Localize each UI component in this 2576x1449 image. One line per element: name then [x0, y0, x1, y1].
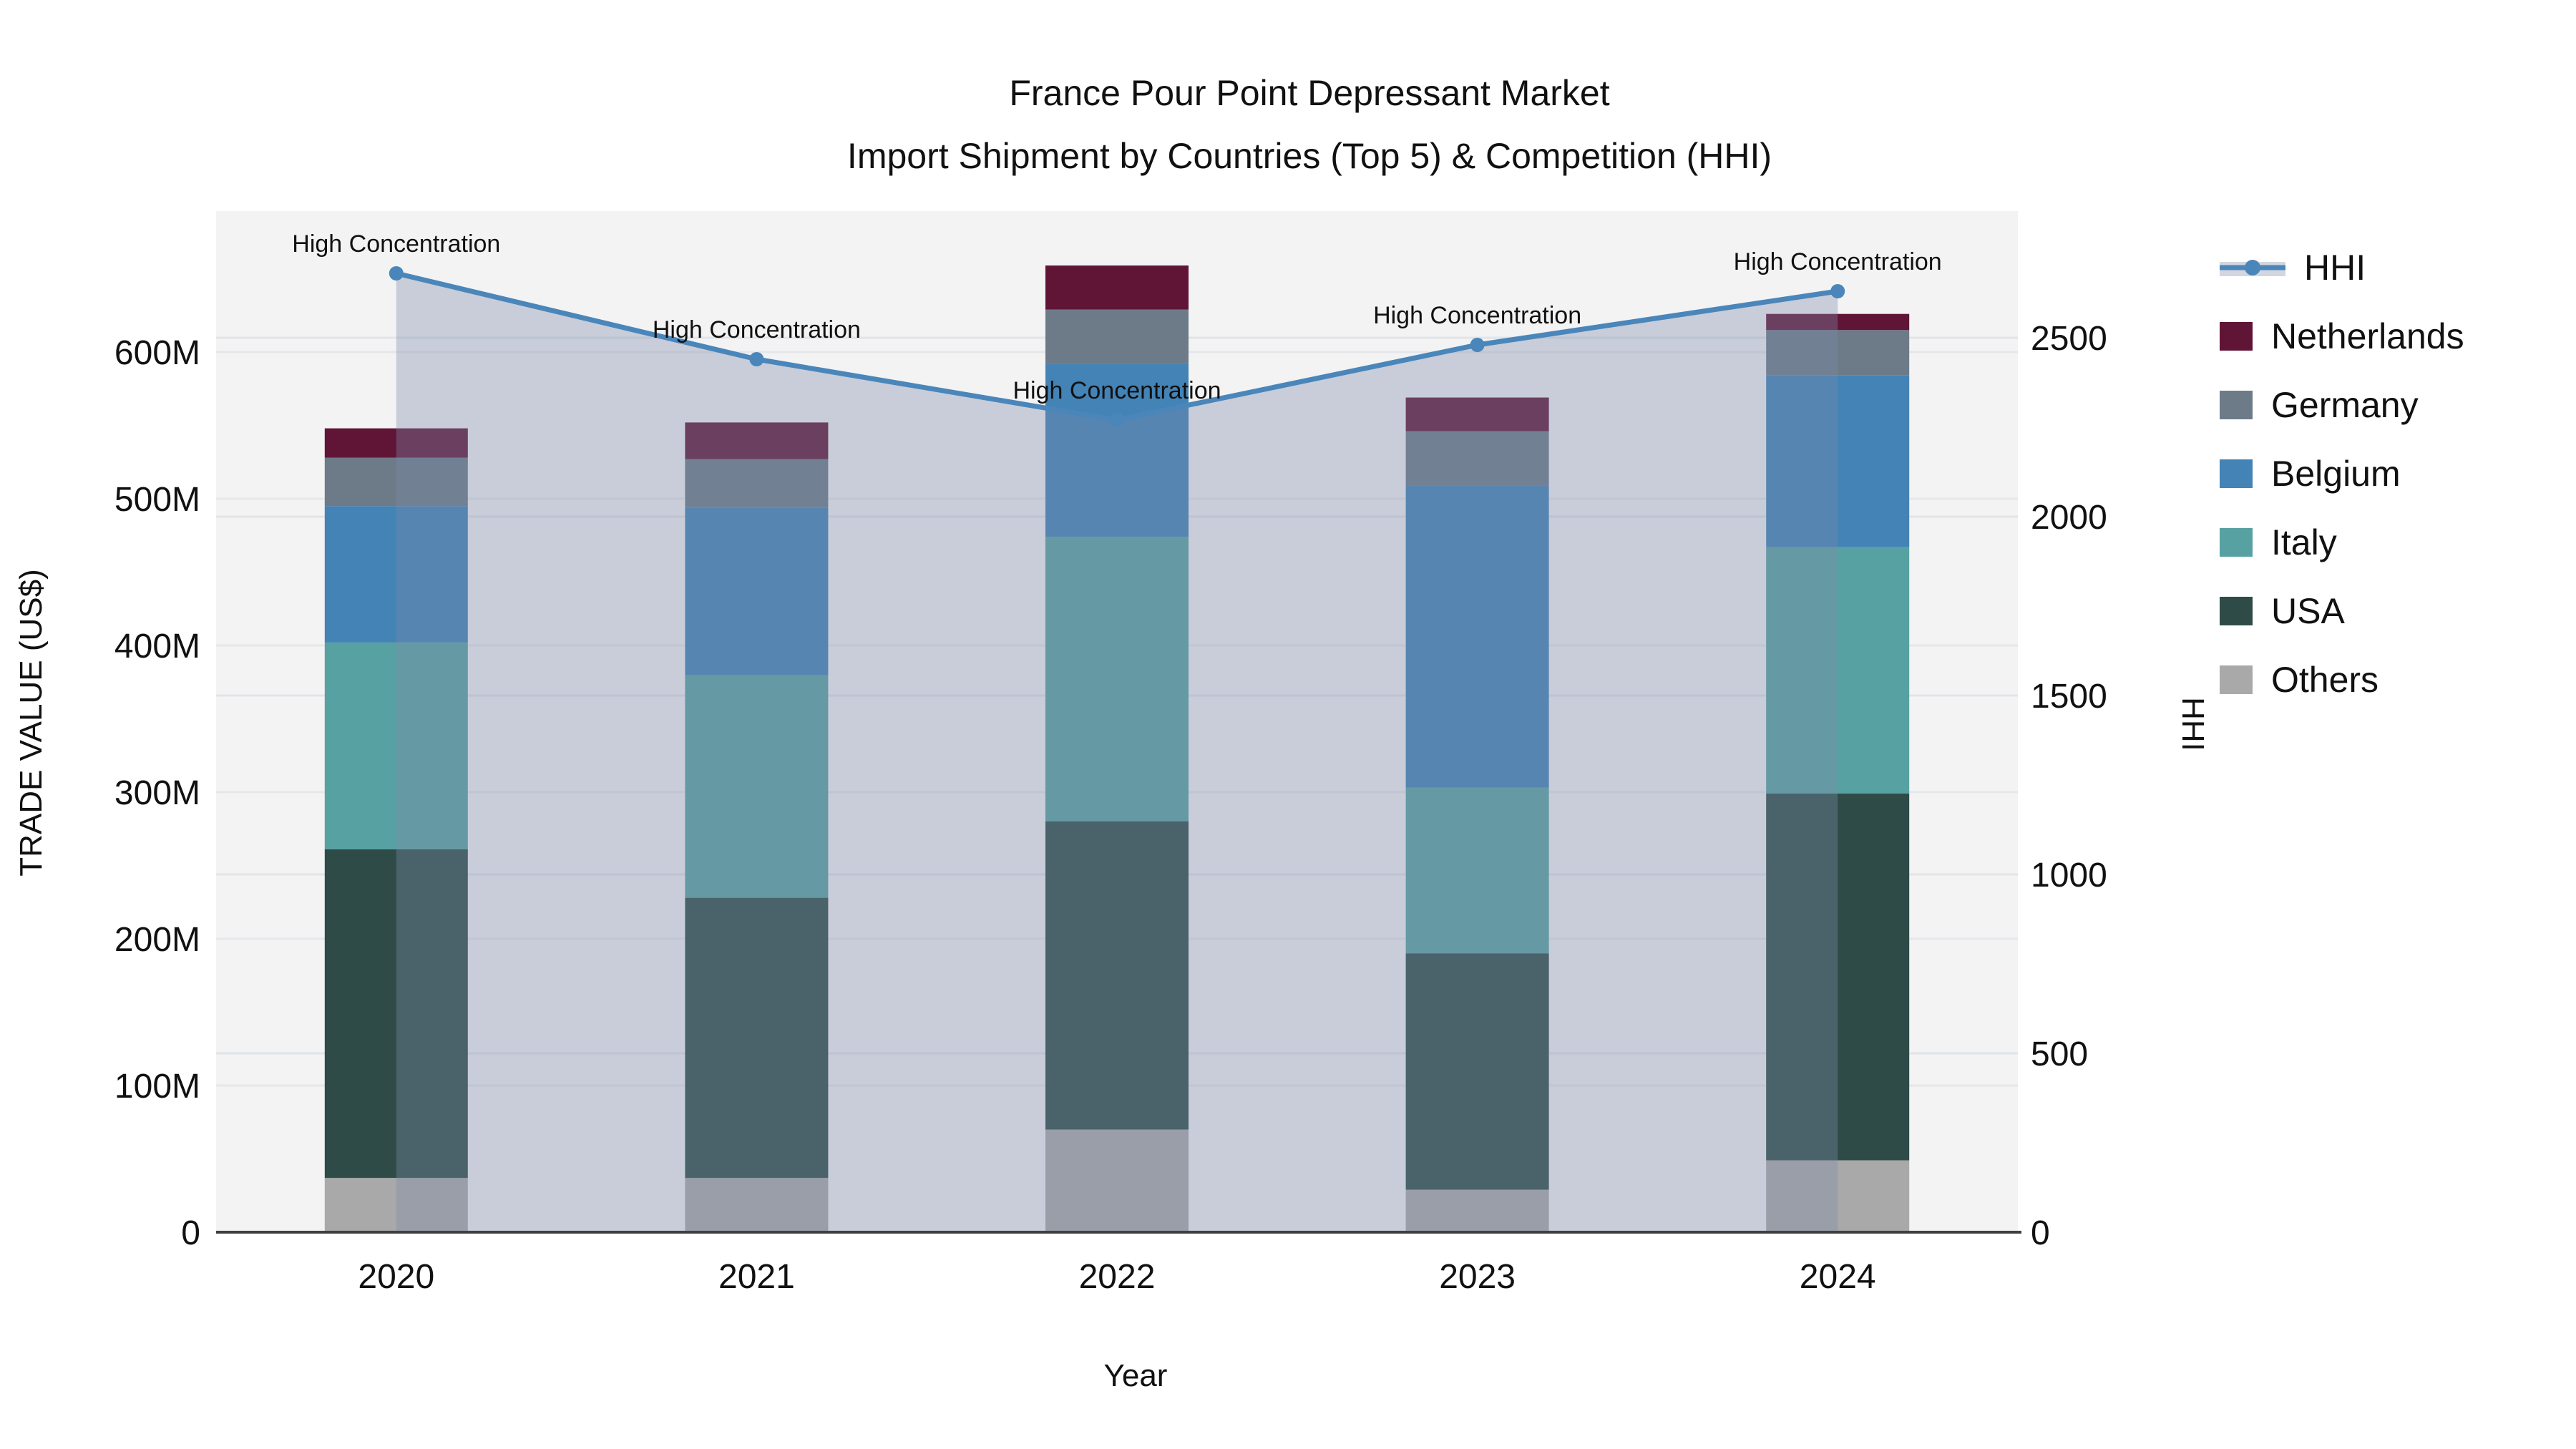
x-axis-title: Year: [1103, 1358, 1168, 1393]
bar-segment-netherlands-2020[interactable]: [324, 428, 468, 458]
legend-label-netherlands: Netherlands: [2271, 316, 2464, 356]
legend-label-germany: Germany: [2271, 385, 2419, 425]
legend-item-germany[interactable]: Germany: [2220, 371, 2464, 439]
bar-segment-germany-2021[interactable]: [685, 459, 829, 508]
legend-label-belgium: Belgium: [2271, 454, 2401, 494]
bar-segment-germany-2022[interactable]: [1045, 309, 1189, 364]
annotation-2024: High Concentration: [1734, 248, 1942, 275]
bar-segment-others-2023[interactable]: [1405, 1189, 1549, 1232]
hhi-point-2024[interactable]: [1830, 284, 1845, 298]
y-right-tick-2000: 2000: [2031, 499, 2107, 537]
legend-label-italy: Italy: [2271, 522, 2337, 562]
legend-swatch-netherlands-icon: [2220, 322, 2253, 351]
bar-segment-italy-2023[interactable]: [1405, 787, 1549, 954]
bar-segment-others-2022[interactable]: [1045, 1129, 1189, 1233]
y-left-tick-400M: 400M: [114, 628, 200, 665]
legend-swatch-belgium-icon: [2220, 459, 2253, 488]
y-left-tick-200M: 200M: [114, 921, 200, 959]
hhi-area-fill: [396, 273, 1838, 1232]
y-left-tick-100M: 100M: [114, 1068, 200, 1106]
bar-segment-italy-2024[interactable]: [1766, 547, 1910, 794]
bar-segment-usa-2022[interactable]: [1045, 821, 1189, 1130]
bar-segment-usa-2021[interactable]: [685, 897, 829, 1179]
bar-segment-italy-2021[interactable]: [685, 675, 829, 898]
legend-item-italy[interactable]: Italy: [2220, 508, 2464, 577]
chart-title: France Pour Point Depressant Market Impo…: [0, 62, 2576, 187]
legend: HHI Netherlands Germany Belgium Italy USA Othe…: [2220, 233, 2464, 714]
x-tick-2022: 2022: [1079, 1258, 1156, 1296]
y-right-tick-2500: 2500: [2031, 320, 2107, 358]
y-left-tick-300M: 300M: [114, 774, 200, 812]
annotation-2023: High Concentration: [1373, 302, 1581, 329]
y-right-tick-1000: 1000: [2031, 857, 2107, 894]
x-tick-2020: 2020: [358, 1258, 434, 1296]
y-axis-title-left: TRADE VALUE (US$): [14, 569, 49, 877]
bar-segment-germany-2020[interactable]: [324, 457, 468, 507]
bar-segment-italy-2022[interactable]: [1045, 537, 1189, 821]
chart-title-line2: Import Shipment by Countries (Top 5) & C…: [847, 136, 1772, 176]
bar-segment-belgium-2023[interactable]: [1405, 485, 1549, 788]
bar-segment-germany-2023[interactable]: [1405, 431, 1549, 486]
bar-segment-belgium-2021[interactable]: [685, 507, 829, 675]
legend-swatch-germany-icon: [2220, 391, 2253, 419]
bar-segment-netherlands-2021[interactable]: [685, 422, 829, 459]
bar-segment-italy-2020[interactable]: [324, 642, 468, 849]
legend-item-others[interactable]: Others: [2220, 645, 2464, 714]
bar-segment-usa-2024[interactable]: [1766, 794, 1910, 1161]
legend-item-usa[interactable]: USA: [2220, 577, 2464, 645]
x-tick-2023: 2023: [1439, 1258, 1516, 1296]
legend-swatch-others-icon: [2220, 665, 2253, 694]
y-left-tick-500M: 500M: [114, 481, 200, 519]
hhi-point-2020[interactable]: [389, 266, 404, 280]
y-right-tick-1500: 1500: [2031, 678, 2107, 716]
x-tick-2021: 2021: [718, 1258, 795, 1296]
y-axis-title-right: HHI: [2175, 697, 2210, 751]
bar-segment-netherlands-2022[interactable]: [1045, 265, 1189, 310]
legend-item-hhi[interactable]: HHI: [2220, 233, 2464, 302]
bar-segment-germany-2024[interactable]: [1766, 330, 1910, 376]
annotation-2020: High Concentration: [292, 230, 500, 258]
bar-segment-belgium-2024[interactable]: [1766, 375, 1910, 547]
bar-segment-others-2020[interactable]: [324, 1178, 468, 1232]
chart-title-line1: France Pour Point Depressant Market: [1009, 73, 1610, 113]
x-tick-2024: 2024: [1800, 1258, 1876, 1296]
annotation-2022: High Concentration: [1013, 377, 1221, 404]
annotation-2021: High Concentration: [653, 316, 861, 343]
hhi-point-2022[interactable]: [1110, 413, 1124, 427]
bar-segment-others-2024[interactable]: [1766, 1160, 1910, 1232]
hhi-point-2023[interactable]: [1470, 338, 1485, 352]
bar-segment-usa-2020[interactable]: [324, 849, 468, 1179]
legend-item-belgium[interactable]: Belgium: [2220, 439, 2464, 508]
y-left-tick-600M: 600M: [114, 334, 200, 372]
y-left-tick-0: 0: [181, 1214, 200, 1252]
bar-segment-belgium-2020[interactable]: [324, 506, 468, 643]
legend-label-hhi: HHI: [2304, 248, 2366, 288]
bar-segment-netherlands-2024[interactable]: [1766, 313, 1910, 331]
hhi-point-2021[interactable]: [749, 352, 764, 366]
y-right-tick-0: 0: [2031, 1214, 2050, 1252]
bar-segment-belgium-2022[interactable]: [1045, 364, 1189, 537]
legend-swatch-italy-icon: [2220, 528, 2253, 557]
legend-label-usa: USA: [2271, 591, 2345, 631]
bar-segment-usa-2023[interactable]: [1405, 953, 1549, 1190]
bar-segment-netherlands-2023[interactable]: [1405, 397, 1549, 431]
legend-hhi-line-icon: [2220, 260, 2285, 276]
y-right-tick-500: 500: [2031, 1035, 2088, 1073]
legend-item-netherlands[interactable]: Netherlands: [2220, 302, 2464, 371]
legend-label-others: Others: [2271, 660, 2379, 700]
bar-segment-others-2021[interactable]: [685, 1178, 829, 1232]
legend-swatch-usa-icon: [2220, 597, 2253, 625]
